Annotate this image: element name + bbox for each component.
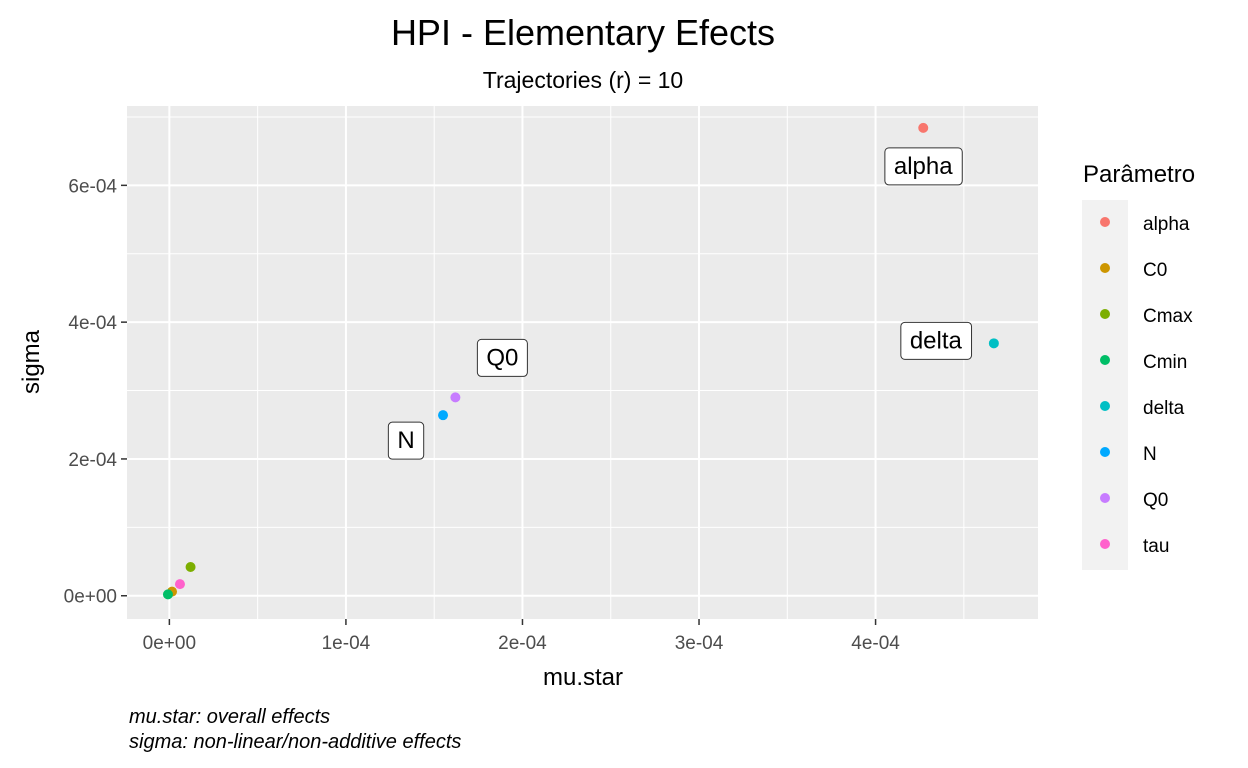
point-label-text: Q0 xyxy=(486,344,518,371)
legend-swatch xyxy=(1100,217,1110,227)
legend-swatch xyxy=(1100,493,1110,503)
x-tick-label: 3e-04 xyxy=(675,633,724,654)
legend-key-background xyxy=(1082,200,1128,570)
legend-label: Cmin xyxy=(1143,352,1187,373)
data-point-cmax xyxy=(185,562,196,573)
data-point-alpha xyxy=(918,122,929,133)
x-tick-label: 4e-04 xyxy=(851,633,900,654)
point-label-text: N xyxy=(397,427,414,454)
legend-swatch xyxy=(1100,263,1110,273)
data-point-cmin xyxy=(162,589,173,600)
legend-label: alpha xyxy=(1143,214,1190,235)
legend-item-delta: delta xyxy=(1100,398,1185,419)
minor-gridlines xyxy=(127,106,1038,619)
x-tick-label: 2e-04 xyxy=(498,633,547,654)
x-tick-label: 1e-04 xyxy=(322,633,371,654)
legend: alpha C0 Cmax Cmin delta N Q0 tau xyxy=(1082,200,1193,570)
point-label-box xyxy=(387,421,425,460)
x-axis-ticks: 0e+00 1e-04 2e-04 3e-04 4e-04 xyxy=(143,619,900,654)
plot-panel xyxy=(127,106,1038,619)
point-label-n: N xyxy=(387,421,425,460)
legend-swatch xyxy=(1100,447,1110,457)
legend-item-cmax: Cmax xyxy=(1100,306,1193,327)
legend-item-q0: Q0 xyxy=(1100,490,1168,511)
chart-subtitle: Trajectories (r) = 10 xyxy=(483,67,683,93)
y-tick-label: 6e-04 xyxy=(68,176,117,197)
legend-swatch xyxy=(1100,539,1110,549)
legend-label: delta xyxy=(1143,398,1185,419)
chart-title: HPI - Elementary Efects xyxy=(391,12,775,53)
legend-item-alpha: alpha xyxy=(1100,214,1190,235)
y-tick-label: 0e+00 xyxy=(64,587,117,608)
point-label-text: alpha xyxy=(894,153,953,180)
data-point-delta xyxy=(988,338,999,349)
legend-label: Q0 xyxy=(1143,490,1168,511)
legend-item-c0: C0 xyxy=(1100,260,1167,281)
x-tick-label: 0e+00 xyxy=(143,633,196,654)
legend-label: C0 xyxy=(1143,260,1167,281)
point-label-box xyxy=(900,321,973,360)
legend-label: tau xyxy=(1143,536,1169,557)
point-label-delta: delta xyxy=(900,321,973,360)
data-point-tau xyxy=(174,579,185,590)
legend-swatch xyxy=(1100,309,1110,319)
legend-item-cmin: Cmin xyxy=(1100,352,1187,373)
legend-item-tau: tau xyxy=(1100,536,1169,557)
legend-label: Cmax xyxy=(1143,306,1193,327)
data-point-n xyxy=(438,410,449,421)
point-label-box xyxy=(884,147,963,186)
caption-line-1: mu.star: overall effects xyxy=(129,706,330,728)
point-labels: alpha delta N Q0 xyxy=(387,147,973,460)
legend-swatch xyxy=(1100,401,1110,411)
legend-item-n: N xyxy=(1100,444,1157,465)
x-axis-title: mu.star xyxy=(543,664,623,691)
y-axis-title: sigma xyxy=(18,329,45,394)
major-gridlines xyxy=(127,106,1038,619)
point-label-text: delta xyxy=(910,327,963,354)
caption-line-2: sigma: non-linear/non-additive effects xyxy=(129,731,461,753)
data-point-q0 xyxy=(450,392,461,403)
point-label-alpha: alpha xyxy=(884,147,963,186)
data-points xyxy=(162,122,999,600)
legend-swatch xyxy=(1100,355,1110,365)
point-label-q0: Q0 xyxy=(476,338,528,377)
legend-title: Parâmetro xyxy=(1083,161,1195,188)
point-label-box xyxy=(476,338,528,377)
legend-label: N xyxy=(1143,444,1157,465)
y-tick-label: 4e-04 xyxy=(68,313,117,334)
y-axis-ticks: 0e+00 2e-04 4e-04 6e-04 xyxy=(64,176,127,608)
y-tick-label: 2e-04 xyxy=(68,450,117,471)
